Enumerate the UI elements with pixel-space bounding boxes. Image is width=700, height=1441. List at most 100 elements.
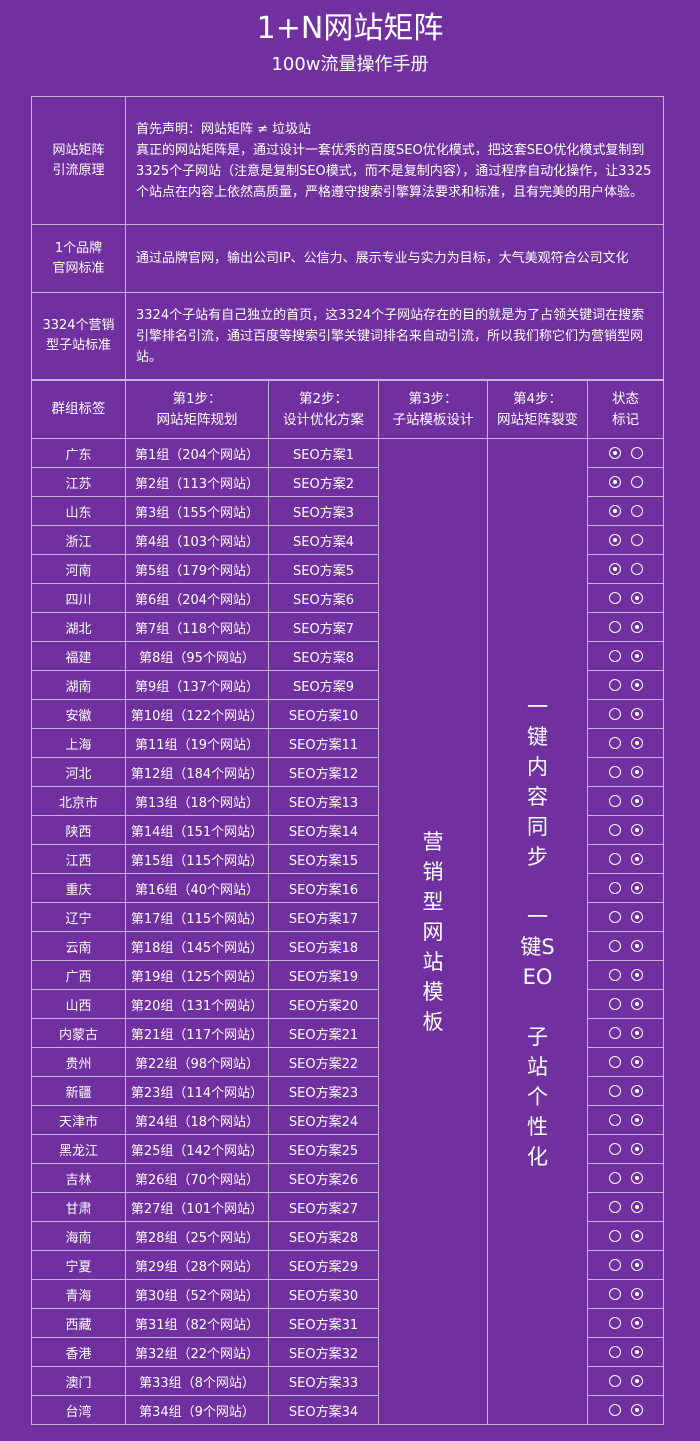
status-radio-2[interactable] <box>630 592 643 604</box>
status-radio-2[interactable] <box>630 940 643 952</box>
status-radio-1[interactable] <box>608 563 621 575</box>
table-row: 青海 第30组（52个网站） SEO方案30 <box>31 1279 664 1309</box>
seo-plan: SEO方案18 <box>268 931 379 961</box>
status-radio-1[interactable] <box>608 1114 621 1126</box>
status-radio-1[interactable] <box>608 592 621 604</box>
status-radio-1[interactable] <box>608 1259 621 1271</box>
status-radio-2[interactable] <box>630 737 643 749</box>
status-radio-2[interactable] <box>630 1346 643 1358</box>
status-cell <box>587 467 664 497</box>
group-label: 天津市 <box>31 1105 126 1135</box>
table-row: 西藏 第31组（82个网站） SEO方案31 <box>31 1308 664 1338</box>
table-row: 宁夏 第29组（28个网站） SEO方案29 <box>31 1250 664 1280</box>
status-radio-1[interactable] <box>608 940 621 952</box>
status-radio-1[interactable] <box>608 1375 621 1387</box>
status-radio-2[interactable] <box>630 1143 643 1155</box>
status-radio-1[interactable] <box>608 969 621 981</box>
seo-plan: SEO方案28 <box>268 1221 379 1251</box>
status-radio-2[interactable] <box>630 505 643 517</box>
status-radio-1[interactable] <box>608 853 621 865</box>
status-cell <box>587 1366 664 1396</box>
status-cell <box>587 554 664 584</box>
status-radio-1[interactable] <box>608 447 621 459</box>
status-radio-2[interactable] <box>630 824 643 836</box>
status-radio-2[interactable] <box>630 1230 643 1242</box>
status-radio-1[interactable] <box>608 476 621 488</box>
seo-plan: SEO方案21 <box>268 1018 379 1048</box>
table-row: 江苏 第2组（113个网站） SEO方案2 <box>31 467 664 497</box>
status-radio-1[interactable] <box>608 621 621 633</box>
seo-plan: SEO方案33 <box>268 1366 379 1396</box>
status-radio-1[interactable] <box>608 1288 621 1300</box>
status-radio-2[interactable] <box>630 795 643 807</box>
status-cell <box>587 1076 664 1106</box>
status-radio-1[interactable] <box>608 1201 621 1213</box>
status-radio-1[interactable] <box>608 882 621 894</box>
status-radio-2[interactable] <box>630 969 643 981</box>
status-radio-2[interactable] <box>630 1259 643 1271</box>
group-label: 新疆 <box>31 1076 126 1106</box>
status-radio-1[interactable] <box>608 1404 621 1416</box>
status-radio-2[interactable] <box>630 1172 643 1184</box>
seo-plan: SEO方案30 <box>268 1279 379 1309</box>
status-radio-2[interactable] <box>630 447 643 459</box>
status-radio-2[interactable] <box>630 1317 643 1329</box>
status-radio-2[interactable] <box>630 1056 643 1068</box>
status-radio-1[interactable] <box>608 1056 621 1068</box>
status-radio-2[interactable] <box>630 1114 643 1126</box>
status-radio-1[interactable] <box>608 534 621 546</box>
status-radio-2[interactable] <box>630 998 643 1010</box>
group-plan: 第18组（145个网站） <box>125 931 269 961</box>
status-radio-2[interactable] <box>630 853 643 865</box>
table-row: 天津市 第24组（18个网站） SEO方案24 <box>31 1105 664 1135</box>
status-radio-1[interactable] <box>608 795 621 807</box>
status-cell <box>587 960 664 990</box>
group-label: 浙江 <box>31 525 126 555</box>
status-radio-2[interactable] <box>630 1288 643 1300</box>
status-radio-2[interactable] <box>630 1404 643 1416</box>
status-radio-2[interactable] <box>630 534 643 546</box>
group-plan: 第6组（204个网站） <box>125 583 269 613</box>
status-radio-1[interactable] <box>608 708 621 720</box>
seo-plan: SEO方案17 <box>268 902 379 932</box>
status-radio-2[interactable] <box>630 1085 643 1097</box>
status-radio-1[interactable] <box>608 737 621 749</box>
table-row: 浙江 第4组（103个网站） SEO方案4 <box>31 525 664 555</box>
status-radio-1[interactable] <box>608 911 621 923</box>
status-radio-1[interactable] <box>608 505 621 517</box>
status-radio-2[interactable] <box>630 1027 643 1039</box>
status-radio-2[interactable] <box>630 708 643 720</box>
status-radio-1[interactable] <box>608 1230 621 1242</box>
table-row: 山东 第3组（155个网站） SEO方案3 <box>31 496 664 526</box>
group-label: 河北 <box>31 757 126 787</box>
seo-plan: SEO方案7 <box>268 612 379 642</box>
status-radio-1[interactable] <box>608 1317 621 1329</box>
status-radio-2[interactable] <box>630 621 643 633</box>
status-radio-2[interactable] <box>630 476 643 488</box>
table-row: 江西 第15组（115个网站） SEO方案15 <box>31 844 664 874</box>
status-cell <box>587 1163 664 1193</box>
status-radio-1[interactable] <box>608 824 621 836</box>
status-radio-2[interactable] <box>630 679 643 691</box>
status-radio-1[interactable] <box>608 1346 621 1358</box>
status-radio-1[interactable] <box>608 650 621 662</box>
status-radio-2[interactable] <box>630 1201 643 1213</box>
status-radio-1[interactable] <box>608 1172 621 1184</box>
status-radio-2[interactable] <box>630 911 643 923</box>
status-radio-2[interactable] <box>630 1375 643 1387</box>
column-header: 第2步： 设计优化方案 <box>268 380 379 439</box>
status-radio-2[interactable] <box>630 882 643 894</box>
status-radio-1[interactable] <box>608 1143 621 1155</box>
status-radio-1[interactable] <box>608 1027 621 1039</box>
status-radio-1[interactable] <box>608 766 621 778</box>
status-radio-2[interactable] <box>630 563 643 575</box>
group-plan: 第20组（131个网站） <box>125 989 269 1019</box>
status-radio-1[interactable] <box>608 1085 621 1097</box>
status-radio-2[interactable] <box>630 650 643 662</box>
status-radio-1[interactable] <box>608 998 621 1010</box>
group-label: 四川 <box>31 583 126 613</box>
status-radio-1[interactable] <box>608 679 621 691</box>
group-label: 北京市 <box>31 786 126 816</box>
status-cell <box>587 1279 664 1309</box>
status-radio-2[interactable] <box>630 766 643 778</box>
